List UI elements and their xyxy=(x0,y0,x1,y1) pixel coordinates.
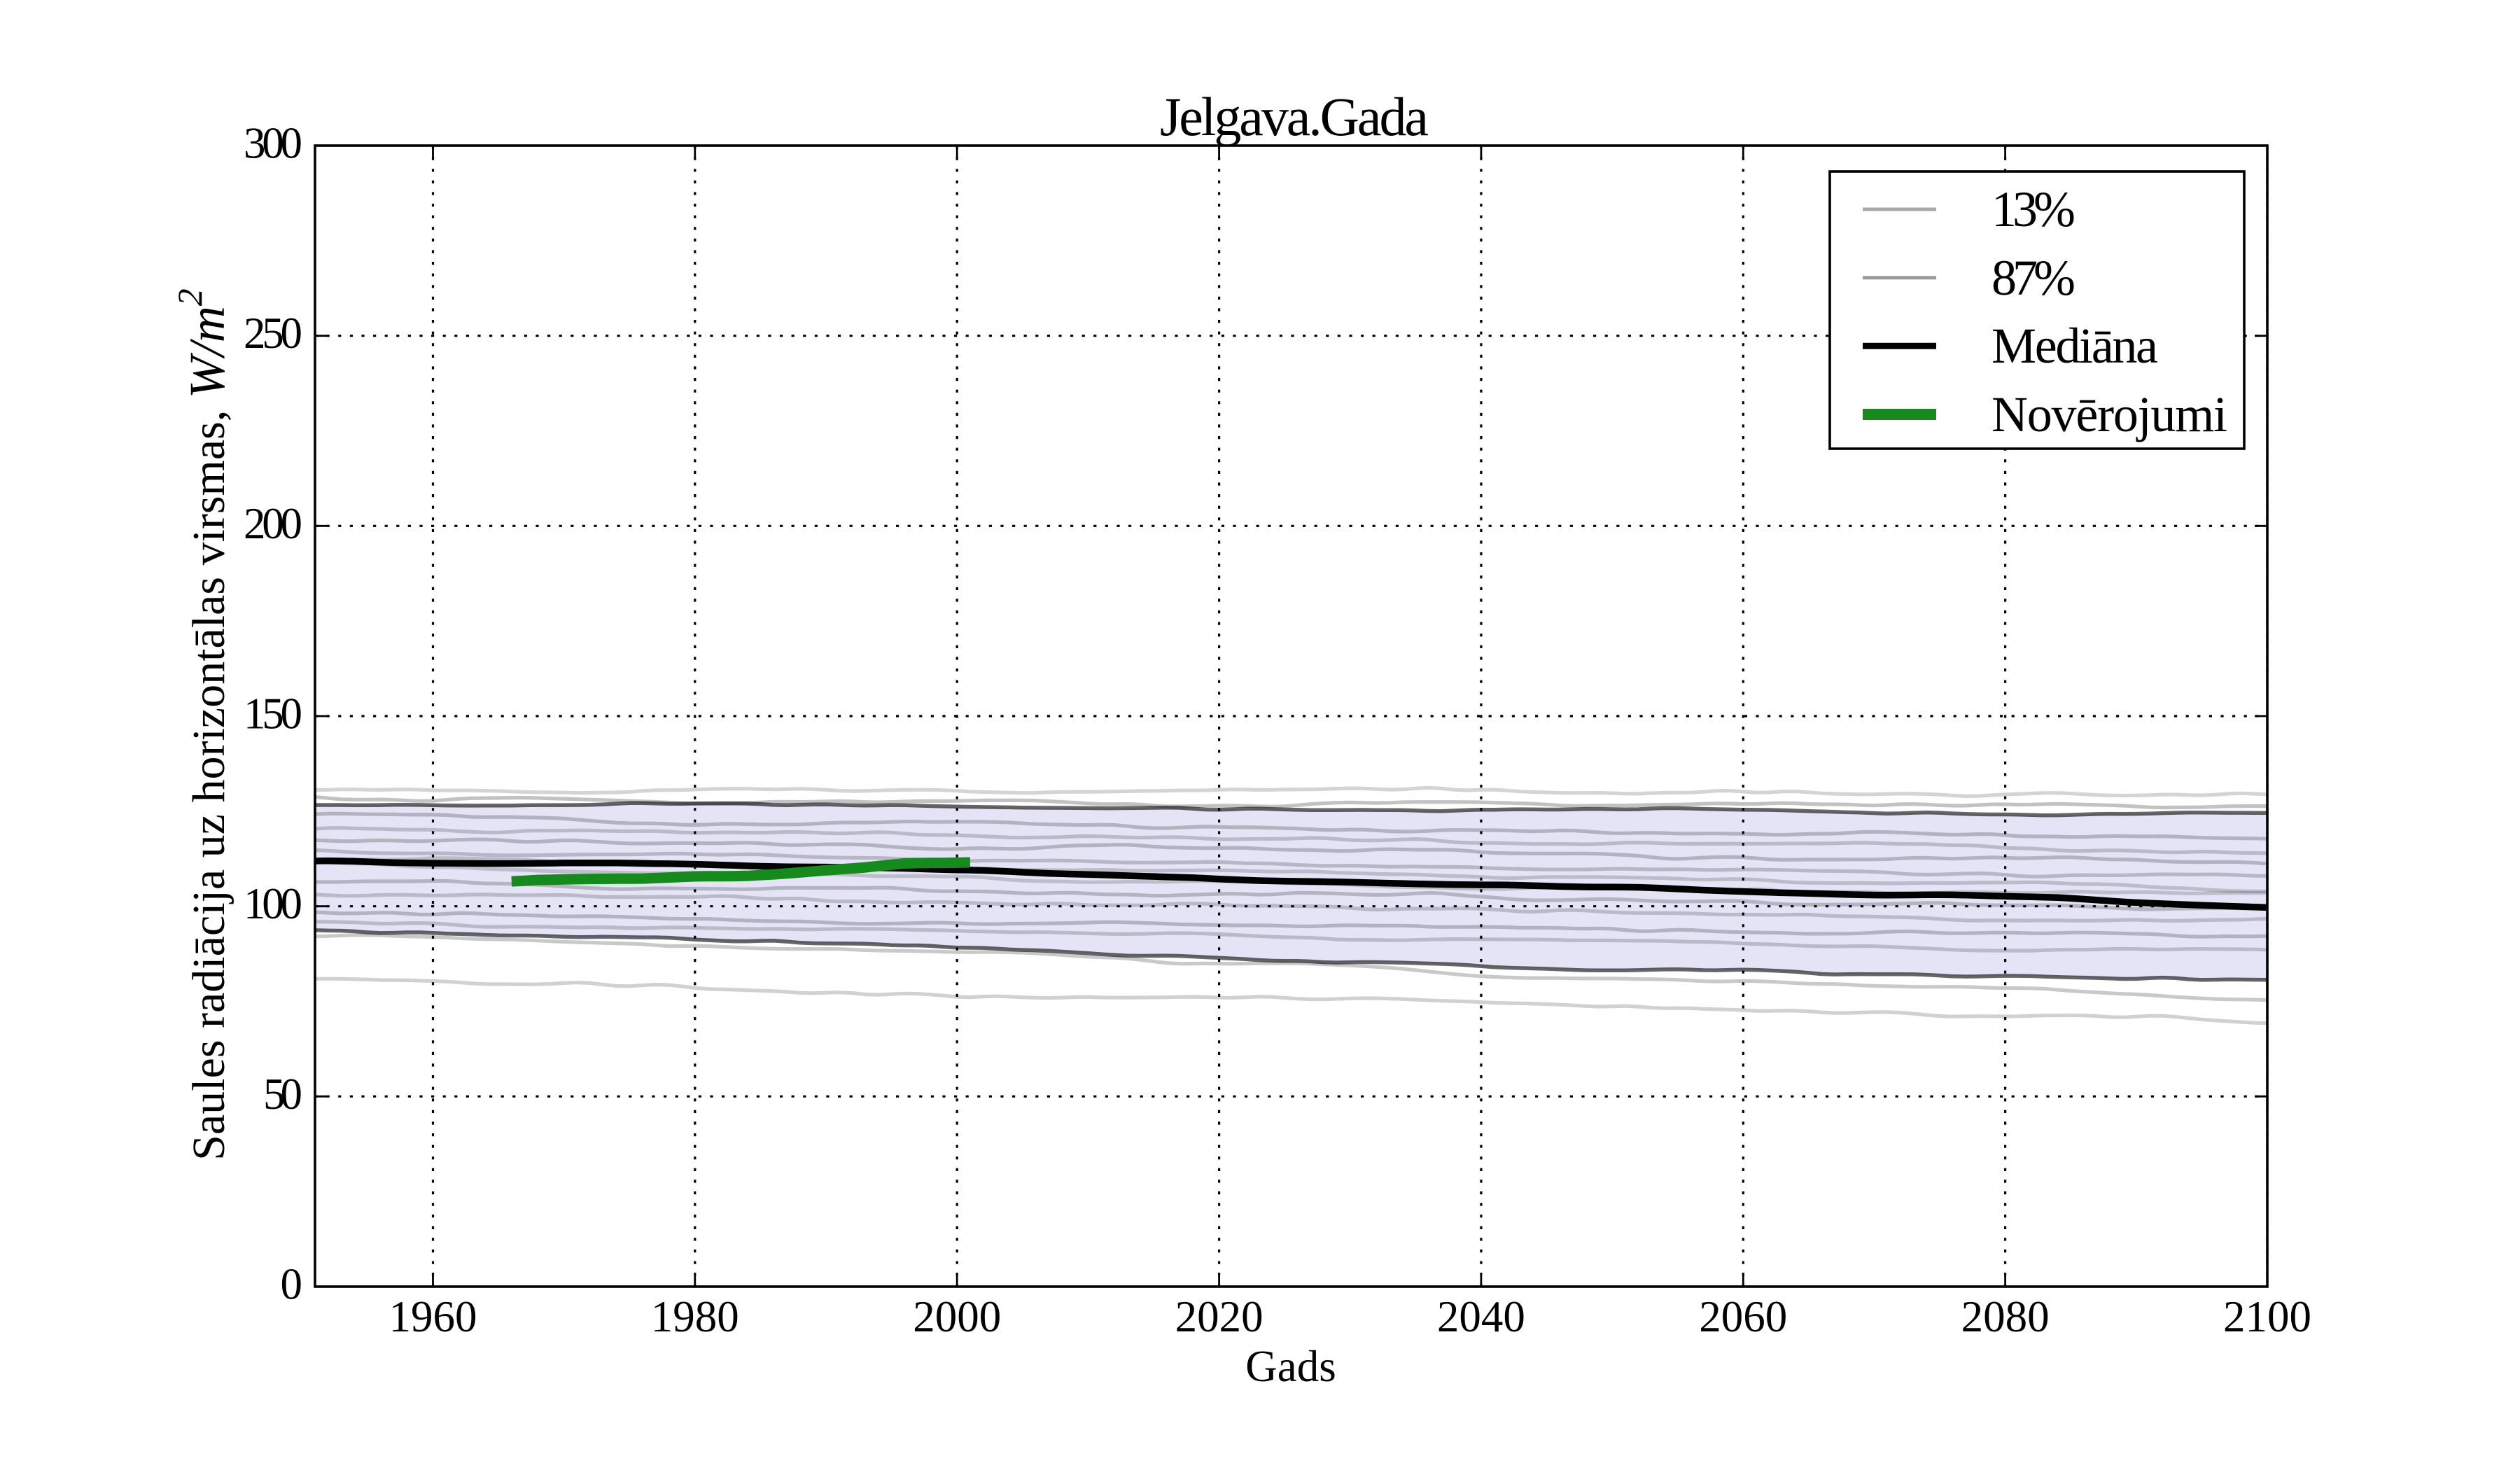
svg-text:13%: 13% xyxy=(1991,181,2076,237)
svg-text:2100: 2100 xyxy=(2223,1292,2311,1341)
svg-text:50: 50 xyxy=(263,1070,302,1119)
svg-text:87%: 87% xyxy=(1991,250,2076,306)
svg-text:Jelgava.Gada: Jelgava.Gada xyxy=(1160,86,1429,147)
svg-text:Mediāna: Mediāna xyxy=(1991,318,2158,374)
svg-text:150: 150 xyxy=(244,690,302,738)
svg-text:2040: 2040 xyxy=(1437,1292,1525,1341)
svg-text:1960: 1960 xyxy=(389,1292,477,1341)
svg-text:Gads: Gads xyxy=(1245,1342,1336,1391)
svg-text:2020: 2020 xyxy=(1175,1292,1264,1341)
svg-text:2060: 2060 xyxy=(1699,1292,1787,1341)
svg-text:200: 200 xyxy=(244,499,302,548)
svg-text:1980: 1980 xyxy=(651,1292,739,1341)
svg-text:100: 100 xyxy=(244,879,302,928)
svg-text:0: 0 xyxy=(281,1260,303,1309)
svg-text:2000: 2000 xyxy=(913,1292,1001,1341)
svg-text:2080: 2080 xyxy=(1961,1292,2050,1341)
svg-text:Novērojumi: Novērojumi xyxy=(1991,386,2227,442)
svg-text:250: 250 xyxy=(244,309,302,358)
svg-text:300: 300 xyxy=(244,119,302,168)
